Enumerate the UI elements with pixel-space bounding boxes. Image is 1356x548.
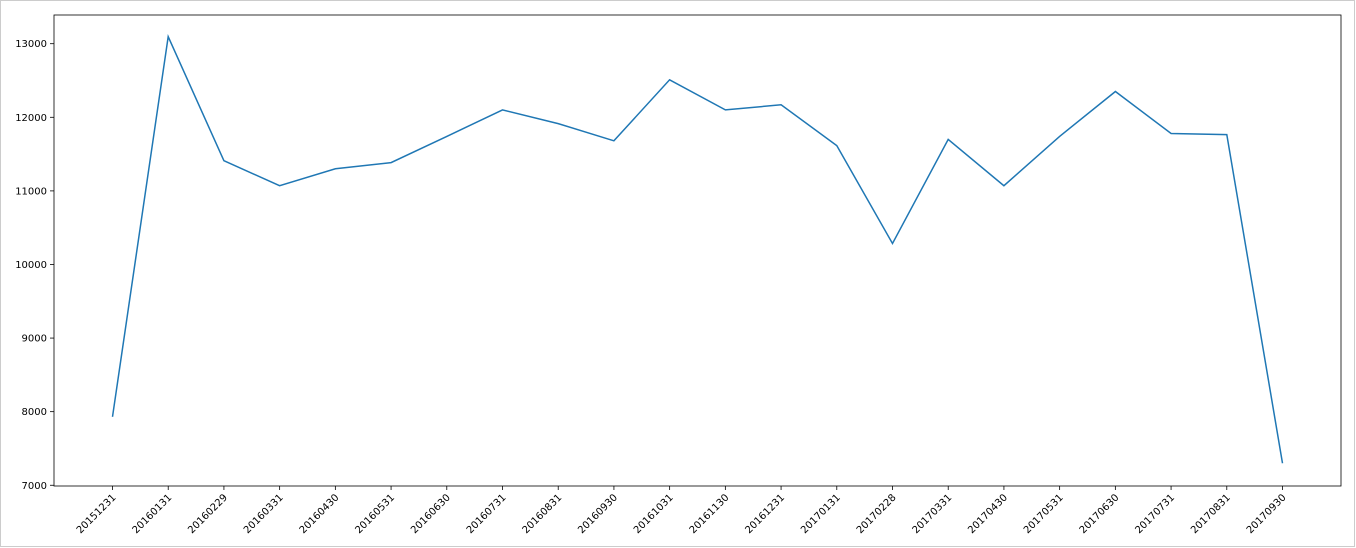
y-tick-label: 12000 — [15, 113, 47, 124]
y-tick-label: 13000 — [15, 39, 47, 50]
y-tick-label: 7000 — [22, 481, 47, 492]
y-tick-label: 11000 — [15, 186, 47, 197]
plot-area — [53, 14, 1342, 487]
y-tick-label: 10000 — [15, 260, 47, 271]
y-tick-label: 9000 — [22, 334, 47, 345]
y-tick-label: 8000 — [22, 407, 47, 418]
line — [111, 34, 1284, 464]
